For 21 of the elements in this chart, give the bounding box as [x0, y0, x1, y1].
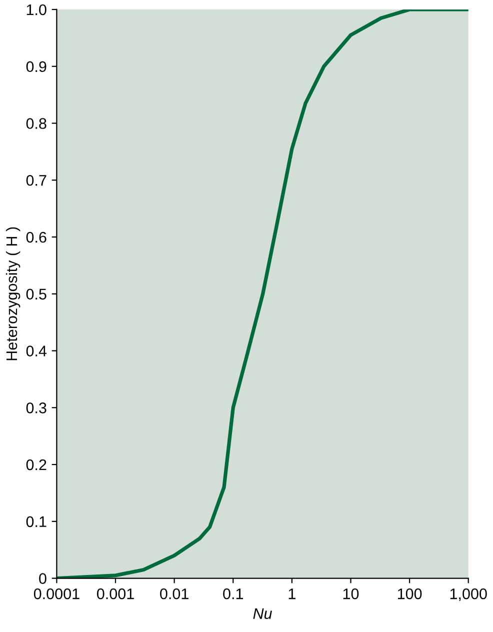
x-tick-label: 1: [288, 588, 296, 600]
y-tick-label: 0.7: [26, 174, 46, 186]
y-axis-title: Heterozygosity ( H ): [6, 227, 20, 360]
x-tick-label: 1,000: [450, 588, 487, 602]
x-tick-label: 0.1: [223, 588, 243, 600]
y-tick-label: 0.5: [26, 288, 46, 300]
x-tick-label: 0.01: [160, 588, 188, 600]
y-tick-label: 0.2: [26, 459, 46, 470]
y-tick-label: 0.3: [26, 402, 46, 414]
y-tick-label: 0.9: [26, 61, 46, 72]
y-tick-label: 0.8: [26, 118, 46, 129]
y-tick-label: 1.0: [26, 4, 46, 16]
x-tick-label: 0.001: [96, 588, 134, 600]
y-tick-label: 0: [39, 573, 46, 584]
y-tick-label: 0.4: [26, 346, 47, 356]
x-tick-label: 0.0001: [34, 588, 80, 600]
y-tick-label: 0.6: [26, 232, 46, 243]
x-tick-label: 100: [398, 588, 422, 600]
y-tick-label: 0.1: [26, 516, 46, 528]
x-axis-title: Nu: [253, 608, 272, 620]
x-tick-label: 10: [343, 588, 359, 600]
